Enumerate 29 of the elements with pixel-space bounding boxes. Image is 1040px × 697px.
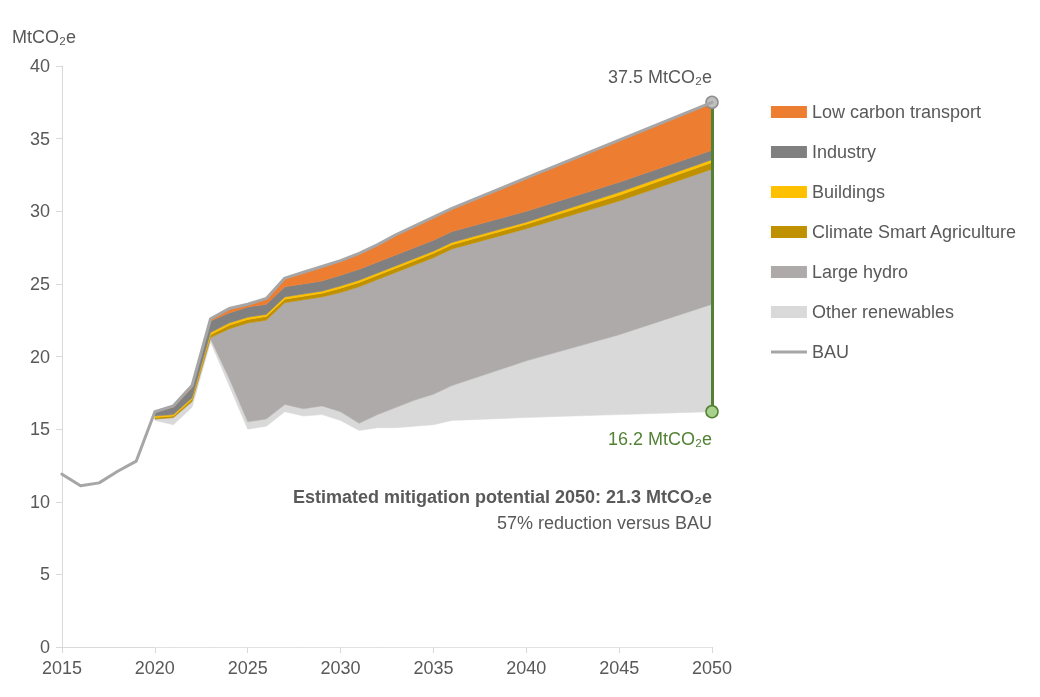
x-tick-label: 2020 (134, 658, 175, 678)
x-tick-label: 2045 (599, 658, 640, 678)
x-tick-label: 2030 (320, 658, 361, 678)
y-tick-label: 30 (29, 201, 50, 222)
annotation: 16.2 MtCO₂e (607, 428, 712, 449)
y-tick-label: 25 (29, 273, 50, 294)
y-tick-label: 5 (39, 564, 50, 585)
legend-label: Large hydro (811, 262, 909, 282)
legend-label: Other renewables (811, 302, 955, 322)
legend-label: BAU (811, 342, 849, 362)
x-tick-label: 2035 (413, 658, 454, 678)
annotation: 37.5 MtCO₂e (607, 67, 712, 88)
y-axis-title: MtCO₂e (12, 27, 76, 47)
legend-label: Climate Smart Agriculture (811, 222, 1017, 242)
y-tick-label: 10 (29, 491, 50, 512)
legend-label: Buildings (811, 182, 885, 202)
legend-label: Low carbon transport (811, 102, 982, 122)
y-tick-label: 0 (39, 637, 50, 657)
annotation: 57% reduction versus BAU (496, 513, 712, 534)
y-tick-label: 40 (29, 56, 50, 76)
y-tick-label: 20 (29, 346, 50, 367)
legend-label: Industry (811, 142, 876, 162)
annotation: Estimated mitigation potential 2050: 21.3 MtCO₂e (292, 487, 712, 508)
x-tick-label: 2040 (506, 658, 547, 678)
y-tick-label: 15 (29, 419, 50, 440)
x-tick-label: 2025 (227, 658, 268, 678)
x-tick-label: 2050 (691, 658, 733, 678)
x-tick-label: 2015 (41, 658, 83, 678)
y-tick-label: 35 (29, 128, 50, 149)
